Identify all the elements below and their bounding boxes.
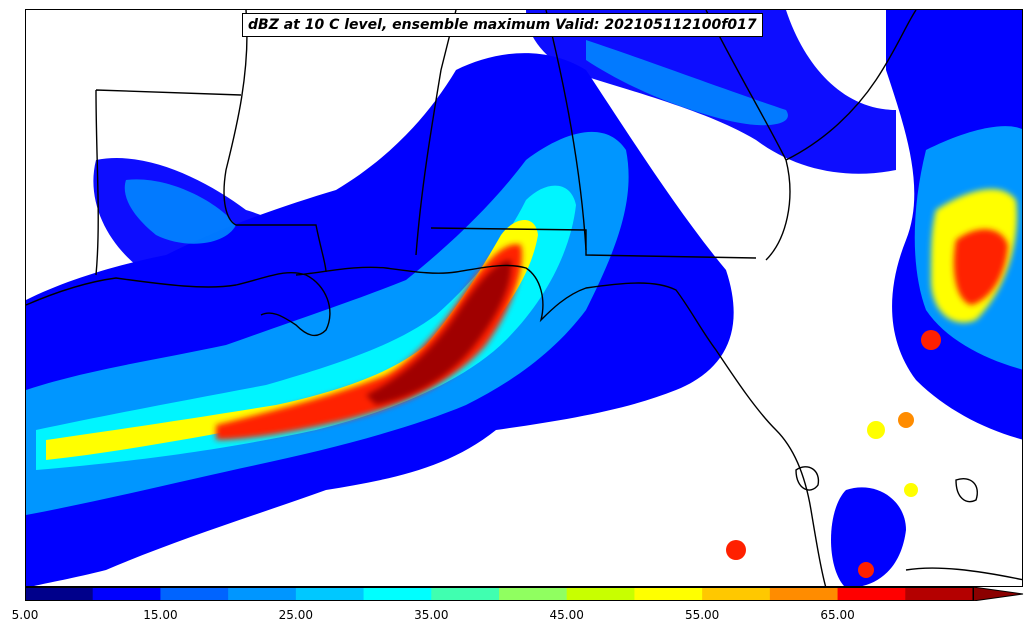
- cuba-outline: [905, 567, 1022, 581]
- colorbar-extend-arrow: [972, 587, 1024, 601]
- state-border-nc: [785, 10, 917, 161]
- reflectivity-north-band-2: [586, 40, 788, 126]
- colorbar-segment: [499, 587, 568, 601]
- colorbar-tick-label: 15.00: [143, 608, 178, 622]
- state-border-tx-la: [95, 89, 242, 276]
- colorbar-segment: [25, 587, 94, 601]
- lake-okeechobee: [795, 466, 820, 491]
- state-border-fl-al: [430, 227, 757, 259]
- map-title: dBZ at 10 C level, ensemble maximum Vali…: [242, 13, 763, 37]
- reflectivity-cell: [858, 562, 874, 578]
- reflectivity-field: [26, 10, 1022, 586]
- colorbar-tick-label: 45.00: [549, 608, 584, 622]
- bahamas-outline: [955, 478, 978, 503]
- reflectivity-east-core-2: [953, 229, 1008, 305]
- colorbar-segments: [25, 587, 1024, 601]
- state-border-al-ga: [545, 10, 587, 251]
- colorbar-tick-label: 55.00: [684, 608, 720, 622]
- state-border-la-ms: [223, 10, 327, 273]
- colorbar-segment: [363, 587, 432, 601]
- reflectivity-south-cells: [831, 487, 906, 586]
- colorbar-tick-label: 35.00: [414, 608, 449, 622]
- coastline: [26, 264, 827, 586]
- colorbar-segment: [431, 587, 500, 601]
- colorbar-segment: [634, 587, 703, 601]
- boundaries: [26, 10, 1022, 586]
- colorbar-segment: [769, 587, 839, 601]
- state-border-ms-al: [415, 10, 457, 256]
- colorbar: [25, 587, 1024, 601]
- reflectivity-cell: [726, 540, 746, 560]
- colorbar-segment: [905, 587, 974, 601]
- colorbar-segment: [702, 587, 771, 601]
- reflectivity-cell: [898, 412, 914, 428]
- state-border-ga-sc: [705, 10, 791, 261]
- reflectivity-cell: [867, 421, 885, 439]
- colorbar-segment: [566, 587, 635, 601]
- colorbar-tick-label: 25.00: [278, 608, 314, 622]
- colorbar-tick-label: 5.00: [11, 608, 39, 622]
- colorbar-segment: [228, 587, 297, 601]
- reflectivity-cell: [921, 330, 941, 350]
- reflectivity-nw-area-2: [124, 179, 236, 244]
- colorbar-outline: [25, 587, 974, 601]
- reflectivity-cell: [904, 483, 918, 497]
- reflectivity-core-max: [366, 260, 512, 405]
- colorbar-segment: [92, 587, 161, 601]
- map-panel: [25, 9, 1023, 587]
- reflectivity-map: [26, 10, 1022, 586]
- colorbar-tick-label: 65.00: [820, 608, 855, 622]
- colorbar-segment: [837, 587, 906, 601]
- colorbar-segment: [160, 587, 229, 601]
- colorbar-segment: [295, 587, 365, 601]
